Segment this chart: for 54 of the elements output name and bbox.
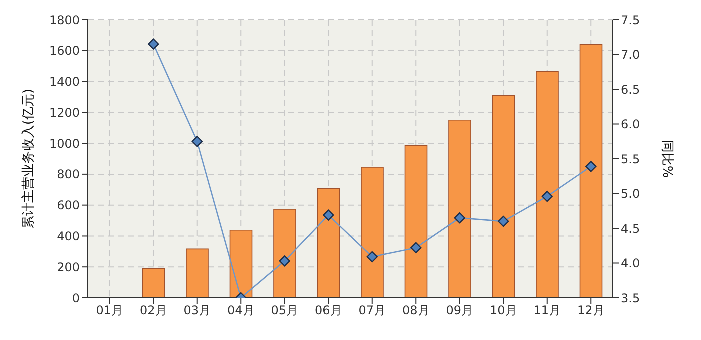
x-tick-label: 04月 — [227, 304, 255, 318]
point — [586, 161, 597, 172]
x-tick-label: 05月 — [271, 304, 299, 318]
y-tick-label: 800 — [57, 168, 80, 182]
bar — [580, 44, 603, 298]
point — [148, 38, 160, 50]
bar — [492, 95, 516, 298]
point — [542, 190, 553, 202]
point — [454, 212, 466, 224]
y2-tick-label: 3.5 — [621, 291, 640, 306]
x-tick-label: 10月 — [490, 304, 518, 318]
y2-tick-label: 4.5 — [621, 222, 640, 236]
bar — [404, 145, 428, 298]
bar — [361, 167, 384, 298]
y-tick-label: 1400 — [49, 75, 80, 90]
x-tick-label: 08月 — [402, 304, 430, 318]
y-tick-label: 1800 — [49, 13, 80, 28]
y-tick-label: 600 — [57, 198, 80, 213]
point — [279, 256, 290, 267]
x-tick-label: 07月 — [358, 304, 386, 318]
bar — [142, 268, 166, 298]
y2-tick-label: 6.5 — [621, 82, 640, 97]
y2-tick-label: 7.0 — [621, 48, 640, 62]
bar — [274, 209, 296, 298]
x-tick-label: 02月 — [140, 304, 168, 318]
point — [323, 210, 334, 221]
y-axis-title: 累计主营业务收入(亿元) — [20, 88, 37, 230]
bar — [186, 248, 209, 298]
y2-tick-label: 7.5 — [621, 13, 640, 28]
y2-tick-label: 4.0 — [621, 256, 640, 271]
y-tick-label: 1600 — [49, 44, 80, 58]
y2-tick-label: 5.0 — [621, 187, 640, 202]
y-tick-label: 1200 — [49, 106, 80, 120]
bar — [230, 230, 253, 298]
point — [498, 216, 510, 228]
x-tick-label: 03月 — [184, 304, 212, 318]
bar — [448, 120, 472, 298]
x-tick-label: 11月 — [534, 304, 562, 318]
x-tick-label: 01月 — [96, 304, 124, 318]
y-tick-label: 400 — [57, 229, 80, 244]
y-tick-label: 200 — [57, 260, 80, 274]
x-tick-label: 12月 — [577, 304, 605, 318]
bar — [536, 71, 559, 298]
point — [410, 242, 422, 254]
y-tick-label: 1000 — [49, 136, 80, 151]
x-tick-label: 09月 — [446, 304, 474, 318]
bar — [317, 188, 340, 298]
point — [366, 251, 378, 263]
y2-tick-label: 6.0 — [621, 118, 640, 132]
y-tick-label: 0 — [72, 291, 80, 306]
point — [192, 136, 203, 148]
y2-axis-title: 同比% — [659, 140, 674, 178]
x-tick-label: 06月 — [314, 304, 342, 318]
y2-tick-label: 5.5 — [621, 152, 640, 166]
